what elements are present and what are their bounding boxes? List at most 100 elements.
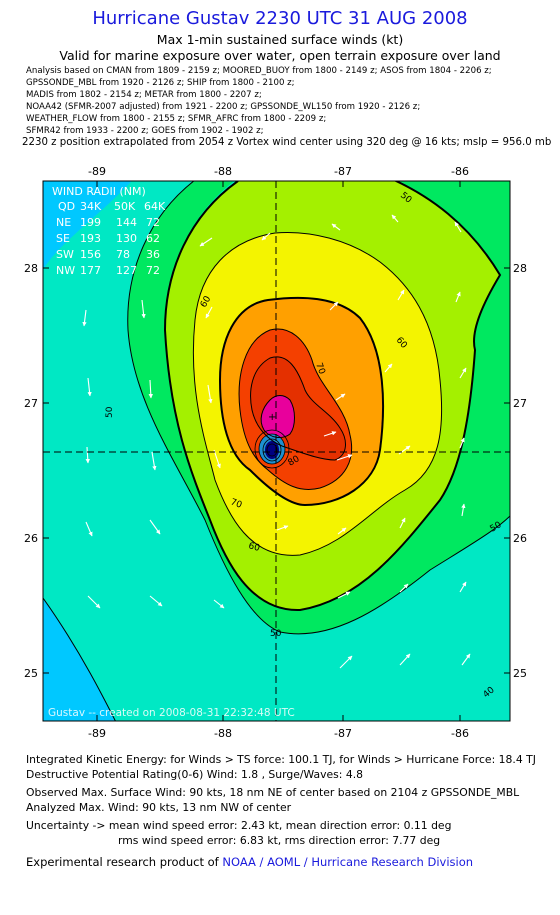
radii-cell: SE	[56, 232, 70, 245]
wind-arrow	[339, 655, 353, 669]
source-line: MADIS from 1802 - 2154 z; METAR from 180…	[26, 90, 262, 100]
wind-arrow	[399, 653, 411, 666]
wind-arrow	[323, 431, 337, 437]
wind-arrow	[461, 653, 471, 666]
radii-header-cell: 64K	[144, 200, 166, 213]
wind-arrow	[85, 521, 93, 537]
wind-radii-row: NE 199 144 72	[56, 216, 160, 229]
source-line: WEATHER_FLOW from 1800 - 2155 z; SFMR_AF…	[26, 114, 327, 124]
contour-label-group: 50 50 60 60 60 70 70 80 50 40 50	[105, 191, 504, 701]
radii-cell: 156	[80, 248, 101, 261]
wind-arrow	[399, 517, 406, 529]
lat-tick-label: 26	[24, 532, 38, 545]
wind-vectors	[82, 214, 471, 669]
wind-arrow	[454, 221, 462, 233]
lon-tick-label: -89	[88, 165, 106, 178]
lat-tick-label: 25	[24, 667, 38, 680]
lat-tick-label: 27	[24, 397, 38, 410]
wind-band-max	[261, 395, 295, 438]
contour-label: 60	[247, 541, 261, 554]
uncertainty-rms-line: rms wind speed error: 6.83 kt, rms direc…	[118, 834, 441, 847]
wind-band-50	[127, 181, 510, 634]
wind-arrow	[331, 223, 341, 231]
plot-frame	[42, 180, 511, 722]
position-note: 2230 z position extrapolated from 2054 z…	[22, 137, 552, 148]
radii-cell: 177	[80, 264, 101, 277]
wind-arrow	[141, 299, 146, 319]
lon-tick-label: -86	[451, 727, 469, 740]
wind-arrow	[459, 581, 467, 593]
validity-note: Valid for marine exposure over water, op…	[59, 48, 501, 63]
lon-tick-label: -86	[451, 165, 469, 178]
source-line: NOAA42 (SFMR-2007 adjusted) from 1921 - …	[26, 102, 421, 112]
contour-label: 70	[229, 497, 243, 510]
observed-max-line: Observed Max. Surface Wind: 90 kts, 18 n…	[26, 786, 520, 799]
wind-arrow	[261, 232, 271, 241]
wind-arrow	[337, 591, 351, 599]
watermark: Gustav -- created on 2008-08-31 22:32:48…	[48, 707, 295, 719]
lat-tick-label: 28	[513, 262, 527, 275]
wind-arrow	[335, 393, 346, 401]
wind-arrow	[199, 237, 213, 247]
wind-arrow	[151, 451, 157, 471]
radii-cell: 199	[80, 216, 101, 229]
radii-cell: 78	[116, 248, 130, 261]
lat-tick-label: 26	[513, 532, 527, 545]
radii-header-cell: 34K	[80, 200, 102, 213]
lon-tick-label: -88	[214, 727, 232, 740]
wind-arrow	[329, 301, 339, 311]
wind-arrow	[149, 519, 161, 535]
wind-radii-title: WIND RADII (NM)	[52, 185, 146, 198]
radii-cell: 72	[146, 264, 160, 277]
radii-cell: 62	[146, 232, 160, 245]
wind-arrow	[459, 367, 467, 379]
contour-label: 50	[105, 406, 115, 418]
wind-contours: 50 50 60 60 60 70 70 80 50 40 50 + WIND …	[43, 181, 510, 721]
source-line: Analysis based on CMAN from 1809 - 2159 …	[26, 66, 492, 76]
lon-tick-label: -88	[214, 165, 232, 178]
wind-arrow	[276, 525, 289, 531]
axis-labels: -89 -88 -87 -86 -89 -88 -87 -86 28 27 26…	[24, 165, 527, 740]
radii-cell: NE	[56, 216, 71, 229]
lat-tick-label: 28	[24, 262, 38, 275]
page-title: Hurricane Gustav 2230 UTC 31 AUG 2008	[92, 8, 468, 29]
wind-arrow	[337, 527, 347, 535]
contour-label: 70	[313, 362, 326, 376]
wind-arrow	[398, 445, 411, 455]
wind-radii-row: NW 177 127 72	[56, 264, 160, 277]
lon-tick-label: -89	[88, 727, 106, 740]
wind-radii-header: QD 34K 50K 64K	[58, 200, 166, 213]
wind-arrow	[148, 379, 153, 399]
wind-radii-table: WIND RADII (NM) QD 34K 50K 64K NE 199 14…	[52, 185, 166, 277]
wind-arrow	[399, 583, 409, 593]
wind-arrow	[207, 384, 213, 404]
wind-arrow	[149, 595, 163, 607]
radii-cell: 130	[116, 232, 137, 245]
wind-arrow	[205, 306, 213, 319]
source-line: SFMR42 from 1933 - 2200 z; GOES from 190…	[26, 126, 264, 136]
wind-arrow	[213, 449, 221, 469]
wind-arrow	[87, 595, 101, 609]
lat-tick-label: 27	[513, 397, 527, 410]
analyzed-max-line: Analyzed Max. Wind: 90 kts, 13 nm NW of …	[26, 801, 292, 814]
axis-ticks	[43, 181, 510, 721]
wind-arrow	[455, 291, 461, 303]
radii-header-cell: 50K	[114, 200, 136, 213]
max-wind-marker: +	[268, 412, 276, 423]
uncertainty-mean-line: Uncertainty -> mean wind speed error: 2.…	[26, 819, 452, 832]
map-subtitle: Max 1-min sustained surface winds (kt)	[156, 32, 404, 47]
lon-tick-label: -87	[334, 165, 352, 178]
ike-line: Integrated Kinetic Energy: for Winds > T…	[26, 753, 536, 766]
center-crosshair	[43, 181, 510, 721]
credit-line: Experimental research product of NOAA / …	[26, 855, 473, 869]
radii-header-cell: QD	[58, 200, 75, 213]
wind-arrow	[213, 599, 225, 609]
wind-arrow	[82, 309, 87, 327]
source-line: GPSSONDE_MBL from 1920 - 2126 z; SHIP fr…	[26, 78, 295, 88]
radii-cell: 193	[80, 232, 101, 245]
hrd-credit-link[interactable]: NOAA / AOML / Hurricane Research Divisio…	[222, 855, 474, 869]
lat-tick-label: 25	[513, 667, 527, 680]
radii-cell: 144	[116, 216, 137, 229]
radii-cell: 127	[116, 264, 137, 277]
wind-arrow	[459, 437, 465, 449]
